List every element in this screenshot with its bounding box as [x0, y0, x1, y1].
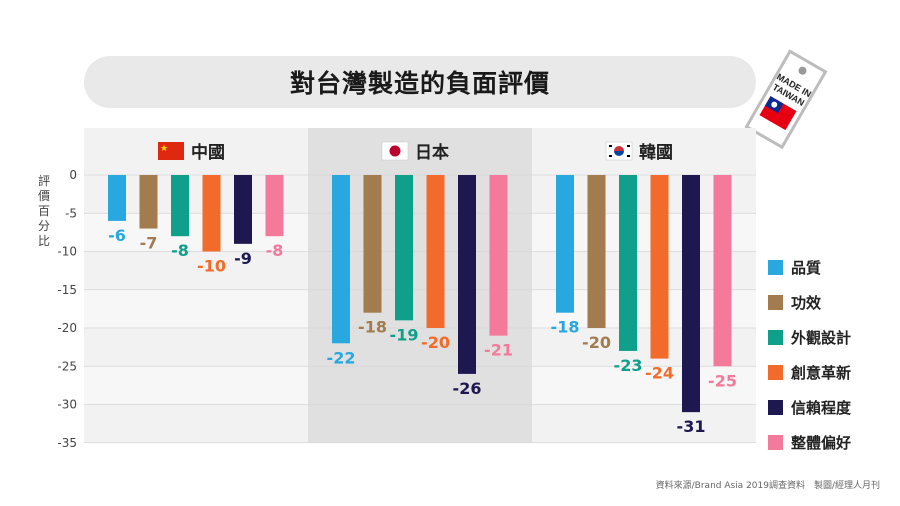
y-axis-label-char: 比: [37, 234, 50, 248]
taiwan-flag-icon: [759, 96, 797, 131]
y-tick-label: -5: [65, 206, 77, 220]
legend-item: 品質: [768, 250, 851, 285]
y-axis-label-char: 分: [37, 219, 50, 233]
bar-value-label: -8: [266, 241, 284, 260]
bar-value-label: -26: [453, 379, 482, 398]
legend-label: 功效: [791, 294, 822, 312]
stripe: [84, 366, 308, 405]
group-header: ★ 中國: [158, 142, 225, 163]
legend-item: 整體偏好: [768, 425, 851, 460]
legend-item: 信賴程度: [768, 390, 851, 425]
chart-title: 對台灣製造的負面評價: [289, 69, 550, 98]
legend-label: 信賴程度: [791, 399, 852, 417]
legend-item: 功效: [768, 285, 851, 320]
bar-value-label: -9: [234, 249, 252, 268]
bar-value-label: -22: [327, 348, 356, 367]
bar-value-label: -31: [677, 417, 706, 436]
stripe: [532, 366, 756, 405]
bar: [171, 175, 189, 237]
stripe: [84, 289, 308, 328]
group-label: 日本: [415, 142, 449, 163]
legend-label: 品質: [791, 259, 822, 277]
legend-swatch: [768, 330, 783, 345]
bar-value-label: -20: [421, 333, 450, 352]
bar-value-label: -20: [582, 333, 611, 352]
bar: [650, 175, 669, 359]
y-tick-label: 0: [69, 168, 77, 182]
y-axis-label-char: 價: [37, 189, 50, 203]
group-header: 日本: [381, 141, 449, 163]
bar: [556, 175, 574, 313]
legend-label: 創意革新: [791, 364, 852, 382]
y-axis-label-char: 評: [37, 174, 50, 188]
bar: [363, 175, 382, 313]
y-tick-label: -30: [57, 398, 77, 412]
made-in-taiwan-tag: MADE IN TAIWAN: [744, 49, 828, 150]
svg-text:★: ★: [160, 144, 168, 154]
legend-label: 整體偏好: [791, 434, 852, 452]
bar-value-label: -6: [108, 226, 126, 245]
bar-value-label: -18: [358, 318, 387, 337]
bar-value-label: -7: [140, 234, 158, 253]
bar-value-label: -8: [171, 241, 189, 260]
bar: [139, 175, 158, 229]
bar-value-label: -25: [708, 371, 737, 390]
bar: [426, 175, 445, 328]
bar: [458, 175, 476, 374]
legend-swatch: [768, 260, 783, 275]
legend-label: 外觀設計: [791, 329, 852, 347]
bar: [395, 175, 413, 321]
legend-item: 外觀設計: [768, 320, 851, 355]
bar-value-label: -10: [197, 257, 226, 276]
bar: [108, 175, 126, 221]
japan-flag-icon: [381, 141, 409, 161]
y-axis-label-char: 百: [37, 204, 50, 218]
bar-value-label: -21: [484, 341, 513, 360]
title-banner: 對台灣製造的負面評價: [84, 56, 756, 108]
bar: [619, 175, 637, 351]
legend-swatch: [768, 400, 783, 415]
y-tick-label: -25: [57, 359, 77, 373]
y-tick-label: -20: [57, 321, 77, 335]
legend-item: 創意革新: [768, 355, 851, 390]
group-header: 韓國: [605, 141, 673, 163]
bar: [587, 175, 606, 328]
bar: [234, 175, 252, 244]
legend-swatch: [768, 365, 783, 380]
bar-value-label: -23: [614, 356, 643, 375]
group-label: 韓國: [639, 142, 673, 163]
source-note: 資料來源/Brand Asia 2019調查資料 製圖/經理人月刊: [655, 481, 880, 491]
bar: [332, 175, 350, 344]
korea-flag-icon: [605, 141, 633, 161]
y-tick-label: -35: [57, 436, 77, 450]
y-tick-label: -10: [57, 245, 77, 259]
bar-value-label: -24: [645, 364, 674, 383]
legend-swatch: [768, 435, 783, 450]
bar: [713, 175, 732, 367]
legend-swatch: [768, 295, 783, 310]
legend: 品質功效外觀設計創意革新信賴程度整體偏好: [768, 250, 851, 460]
bar: [202, 175, 221, 252]
group-label: 中國: [191, 142, 225, 163]
bar-value-label: -19: [390, 325, 419, 344]
bar: [489, 175, 508, 336]
china-flag-icon: ★: [158, 142, 184, 160]
y-tick-label: -15: [57, 283, 77, 297]
y-axis-label: 評價百分比: [36, 174, 52, 249]
bar: [682, 175, 700, 413]
bar: [265, 175, 284, 237]
bar-value-label: -18: [551, 318, 580, 337]
